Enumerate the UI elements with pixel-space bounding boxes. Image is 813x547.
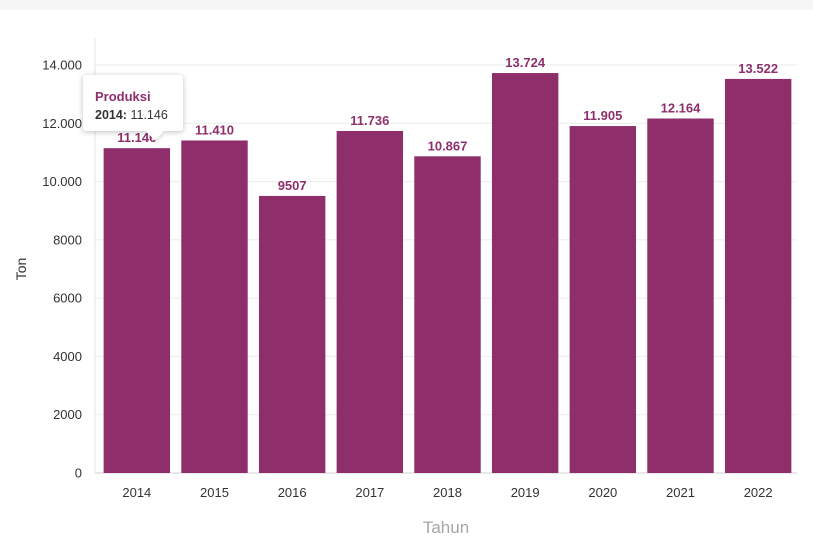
tooltip-category: 2014: (95, 108, 127, 122)
data-label-2015: 11.410 (195, 122, 234, 137)
y-tick-label: 4000 (53, 349, 82, 364)
bar-2018[interactable] (414, 156, 481, 473)
x-tick-label-2015: 2015 (200, 485, 229, 500)
bar-2017[interactable] (336, 130, 404, 473)
x-axis-ticks: 2014 2015 2016 2017 2018 2019 2020 2021 2022 (122, 485, 772, 500)
data-label-2021: 12.164 (661, 101, 702, 116)
tooltip-value: 11.146 (130, 108, 168, 122)
bar-2019[interactable] (491, 73, 559, 473)
x-tick-label-2014: 2014 (122, 485, 151, 500)
bars (103, 73, 792, 474)
header-strip (0, 0, 813, 10)
x-tick-label-2022: 2022 (744, 485, 773, 500)
bar-2016[interactable] (258, 195, 326, 474)
y-tick-label: 2000 (53, 407, 82, 422)
bar-2021[interactable] (647, 118, 714, 473)
x-tick-label-2020: 2020 (588, 485, 617, 500)
y-tick-label: 0 (75, 466, 82, 481)
data-label-2022: 13.522 (738, 61, 778, 76)
data-label-2020: 11.905 (583, 108, 622, 123)
data-label-2017: 11.736 (350, 113, 389, 128)
data-label-2018: 10.867 (428, 138, 468, 153)
tooltip: Produksi 2014: 11.146 (83, 75, 183, 141)
data-labels: 11.146 11.410 9507 11.736 10.867 13.724 11.905… (116, 54, 780, 195)
data-label-2019: 13.724 (505, 55, 546, 70)
y-tick-label: 6000 (53, 291, 82, 306)
y-axis-title: Ton (13, 258, 29, 281)
x-tick-label-2016: 2016 (278, 485, 307, 500)
y-axis-ticks: 0 2000 4000 6000 8000 10.000 12.000 14.000 (42, 58, 82, 481)
bar-2020[interactable] (569, 126, 637, 473)
bar-2014[interactable] (103, 148, 171, 474)
bar-2015[interactable] (181, 140, 248, 474)
x-tick-label-2017: 2017 (355, 485, 384, 500)
y-tick-label: 8000 (53, 232, 82, 247)
x-tick-label-2019: 2019 (511, 485, 540, 500)
x-axis-title: Tahun (423, 518, 469, 537)
bar-2022[interactable] (724, 78, 792, 473)
y-tick-label: 10.000 (42, 174, 82, 189)
y-tick-label: 14.000 (42, 58, 82, 73)
tooltip-series-name: Produksi (95, 89, 151, 104)
x-tick-label-2021: 2021 (666, 485, 695, 500)
y-tick-label: 12.000 (42, 116, 82, 131)
data-label-2016: 9507 (278, 178, 307, 193)
x-tick-label-2018: 2018 (433, 485, 462, 500)
tooltip-body: 2014: 11.146 (95, 108, 168, 122)
